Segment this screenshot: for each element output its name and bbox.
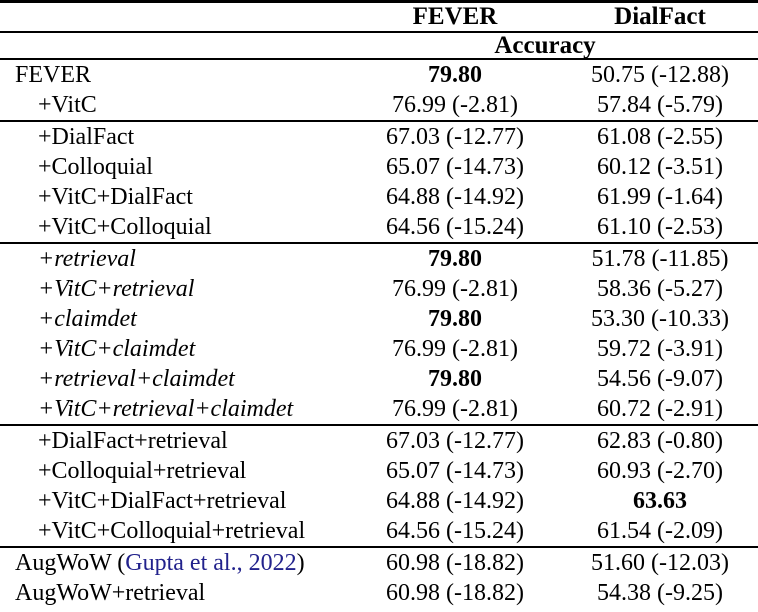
table-row-fever: FEVER 79.80 50.75 (-12.88) [0,59,758,90]
row-label: +Colloquial [38,154,153,180]
row-label: +VitC+Colloquial [38,214,212,240]
fever-value: 76.99 (-2.81) [392,276,518,302]
header-dialfact: DialFact [614,3,706,30]
dialfact-value: 61.54 (-2.09) [597,518,723,544]
table-row-colloquial-retrieval: +Colloquial+retrieval 65.07 (-14.73) 60.… [0,456,758,486]
fever-value: 60.98 (-18.82) [386,580,524,606]
header-fever: FEVER [412,3,498,30]
table-row-claimdet: +claimdet 79.80 53.30 (-10.33) [0,304,758,334]
dialfact-value: 50.75 (-12.88) [591,62,729,88]
table-row-retrieval: +retrieval 79.80 51.78 (-11.85) [0,243,758,274]
row-label: +claimdet [38,306,137,332]
row-label: +VitC+DialFact [38,184,193,210]
header-empty-cell [0,2,372,33]
dialfact-value: 54.38 (-9.25) [597,580,723,606]
dialfact-value: 62.83 (-0.80) [597,428,723,454]
row-label: +retrieval [38,246,136,272]
row-label: +VitC+claimdet [38,336,196,362]
table-row-dialfact: +DialFact 67.03 (-12.77) 61.08 (-2.55) [0,121,758,152]
fever-value: 65.07 (-14.73) [386,458,524,484]
subheader-accuracy: Accuracy [494,32,596,59]
fever-value: 79.80 [428,306,482,332]
table-row-vitc-retrieval-claimdet: +VitC+retrieval+claimdet 76.99 (-2.81) 6… [0,394,758,425]
fever-value: 65.07 (-14.73) [386,154,524,180]
row-label: +DialFact+retrieval [38,428,228,454]
fever-value: 67.03 (-12.77) [386,428,524,454]
row-label-suffix: ) [296,550,305,576]
table-row-vitc: +VitC 76.99 (-2.81) 57.84 (-5.79) [0,90,758,121]
fever-value: 64.56 (-15.24) [386,518,524,544]
table-subheader-row: Accuracy [0,32,758,59]
table-row-vitc-dialfact-retrieval: +VitC+DialFact+retrieval 64.88 (-14.92) … [0,486,758,516]
table-row-augwow-retrieval: AugWoW+retrieval 60.98 (-18.82) 54.38 (-… [0,578,758,608]
fever-value: 64.56 (-15.24) [386,214,524,240]
fever-value: 60.98 (-18.82) [386,550,524,576]
table-row-vitc-dialfact: +VitC+DialFact 64.88 (-14.92) 61.99 (-1.… [0,182,758,212]
citation-link[interactable]: Gupta et al., 2022 [125,550,297,576]
row-label-prefix: AugWoW ( [15,550,126,576]
table-row-colloquial: +Colloquial 65.07 (-14.73) 60.12 (-3.51) [0,152,758,182]
dialfact-value: 54.56 (-9.07) [597,366,723,392]
row-label: AugWoW+retrieval [15,580,206,606]
fever-value: 79.80 [428,366,482,392]
dialfact-value: 60.72 (-2.91) [597,396,723,422]
fever-value: 79.80 [428,62,482,88]
row-label: +DialFact [38,124,135,150]
row-label: +VitC [38,92,97,118]
row-label: AugWoW (Gupta et al., 2022) [0,547,372,578]
table-row-dialfact-retrieval: +DialFact+retrieval 67.03 (-12.77) 62.83… [0,425,758,456]
fever-value: 76.99 (-2.81) [392,396,518,422]
dialfact-value: 60.93 (-2.70) [597,458,723,484]
table-row-retrieval-claimdet: +retrieval+claimdet 79.80 54.56 (-9.07) [0,364,758,394]
dialfact-value: 63.63 [633,488,687,514]
dialfact-value: 59.72 (-3.91) [597,336,723,362]
row-label: +Colloquial+retrieval [38,458,247,484]
row-label: +retrieval+claimdet [38,366,235,392]
fever-value: 67.03 (-12.77) [386,124,524,150]
dialfact-value: 61.99 (-1.64) [597,184,723,210]
row-label: +VitC+retrieval+claimdet [38,396,294,422]
dialfact-value: 51.78 (-11.85) [591,246,729,272]
row-label: +VitC+Colloquial+retrieval [38,518,306,544]
table-row-vitc-claimdet: +VitC+claimdet 76.99 (-2.81) 59.72 (-3.9… [0,334,758,364]
dialfact-value: 57.84 (-5.79) [597,92,723,118]
dialfact-value: 61.10 (-2.53) [597,214,723,240]
dialfact-value: 51.60 (-12.03) [591,550,729,576]
fever-value: 76.99 (-2.81) [392,92,518,118]
table-row-vitc-colloquial-retrieval: +VitC+Colloquial+retrieval 64.56 (-15.24… [0,516,758,547]
fever-value: 64.88 (-14.92) [386,184,524,210]
fever-value: 76.99 (-2.81) [392,336,518,362]
fever-value: 79.80 [428,246,482,272]
dialfact-value: 60.12 (-3.51) [597,154,723,180]
row-label: +VitC+retrieval [38,276,195,302]
table-row-vitc-colloquial: +VitC+Colloquial 64.56 (-15.24) 61.10 (-… [0,212,758,243]
table-row-augwow: AugWoW (Gupta et al., 2022) 60.98 (-18.8… [0,547,758,578]
dialfact-value: 58.36 (-5.27) [597,276,723,302]
dialfact-value: 61.08 (-2.55) [597,124,723,150]
subheader-empty-cell [0,32,372,59]
row-label: +VitC+DialFact+retrieval [38,488,287,514]
row-label: FEVER [15,62,92,88]
fever-value: 64.88 (-14.92) [386,488,524,514]
table-row-vitc-retrieval: +VitC+retrieval 76.99 (-2.81) 58.36 (-5.… [0,274,758,304]
table-header-row: FEVER DialFact [0,2,758,33]
dialfact-value: 53.30 (-10.33) [591,306,729,332]
